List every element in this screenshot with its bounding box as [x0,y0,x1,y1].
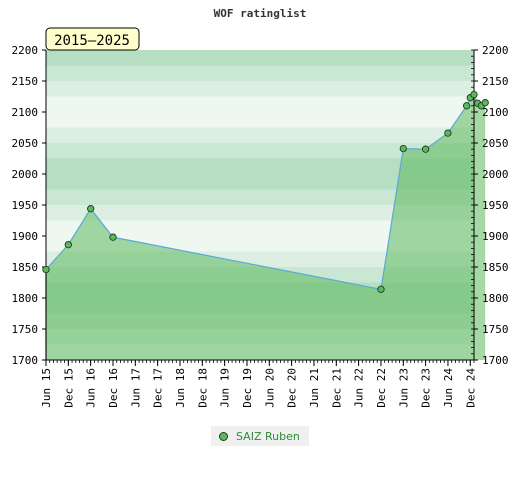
x-tick-label: Jun 19 [219,368,232,408]
data-point [462,102,471,110]
background-band [46,81,474,97]
background-band [46,127,474,143]
background-band [46,205,474,221]
data-point [64,241,72,249]
period-badge: 2015–2025 [45,27,140,51]
data-point [42,265,50,274]
y-tick-label-right: 1850 [482,261,509,274]
chart-title: WOF ratinglist [214,7,307,20]
y-tick-label-right: 1800 [482,292,509,305]
x-tick-label: Dec 18 [196,368,209,408]
y-tick-label-left: 1950 [12,199,39,212]
legend-marker-icon [219,431,228,441]
data-point [481,99,489,107]
y-tick-label-left: 1750 [12,323,39,336]
x-tick-label: Dec 19 [241,368,254,408]
rating-area-fill [46,94,486,360]
period-badge-label: 2015–2025 [54,33,130,49]
x-tick-label: Jun 24 [442,368,455,408]
y-tick-label-left: 1700 [12,354,39,367]
background-band [46,143,474,159]
x-tick-label: Jun 23 [397,368,410,408]
background-band [46,96,474,112]
x-tick-label: Dec 15 [62,368,75,408]
x-tick-label: Jun 20 [263,368,276,408]
x-tick-label: Dec 24 [464,368,477,408]
background-band [46,112,474,128]
data-point [444,129,452,137]
y-tick-label-right: 1900 [482,230,509,243]
x-tick-label: Dec 22 [375,368,388,408]
axes: 1700 1700 1750 1750 1800 1800 1850 1850 1900 1900… [12,44,509,408]
data-point [421,145,430,153]
data-points [42,90,489,293]
background-band [46,220,474,236]
x-tick-label: Dec 23 [420,368,433,408]
y-tick-label-right: 1700 [482,354,509,367]
legend: SAIZ Ruben [211,426,309,446]
y-tick-label-left: 2000 [12,168,39,181]
y-tick-label-left: 2200 [12,44,39,57]
x-tick-label: Jun 18 [174,368,187,408]
y-tick-label-right: 2200 [482,44,509,57]
legend-series-label: SAIZ Ruben [236,429,300,443]
data-point [377,285,385,293]
background-band [46,158,474,174]
x-tick-label: Dec 17 [152,368,165,408]
y-tick-label-right: 1950 [482,199,509,212]
y-tick-label-right: 1750 [482,323,509,336]
y-tick-label-left: 2100 [12,106,39,119]
y-tick-label-left: 1850 [12,261,39,274]
data-point [87,205,95,213]
data-point [109,233,117,241]
data-point [470,90,478,99]
x-tick-label: Dec 16 [107,368,120,408]
y-tick-label-right: 2050 [482,137,509,150]
y-tick-label-left: 2050 [12,137,39,150]
y-tick-label-right: 2150 [482,75,509,88]
background-band [46,189,474,205]
x-tick-label: Dec 21 [330,368,343,408]
background-band [46,65,474,81]
x-tick-label: Jun 16 [85,368,98,408]
y-tick-label-right: 2000 [482,168,509,181]
background-band [46,50,474,66]
x-tick-label: Jun 15 [40,368,53,408]
y-tick-label-left: 1900 [12,230,39,243]
background-band [46,174,474,190]
x-tick-label: Jun 17 [129,368,142,408]
y-tick-label-right: 2100 [482,106,509,119]
y-tick-label-left: 1800 [12,292,39,305]
period-badge-box [45,27,140,51]
x-tick-label: Dec 20 [286,368,299,408]
data-point [399,144,407,153]
y-tick-label-left: 2150 [12,75,39,88]
x-tick-label: Jun 22 [353,368,366,408]
x-tick-label: Jun 21 [308,368,321,408]
